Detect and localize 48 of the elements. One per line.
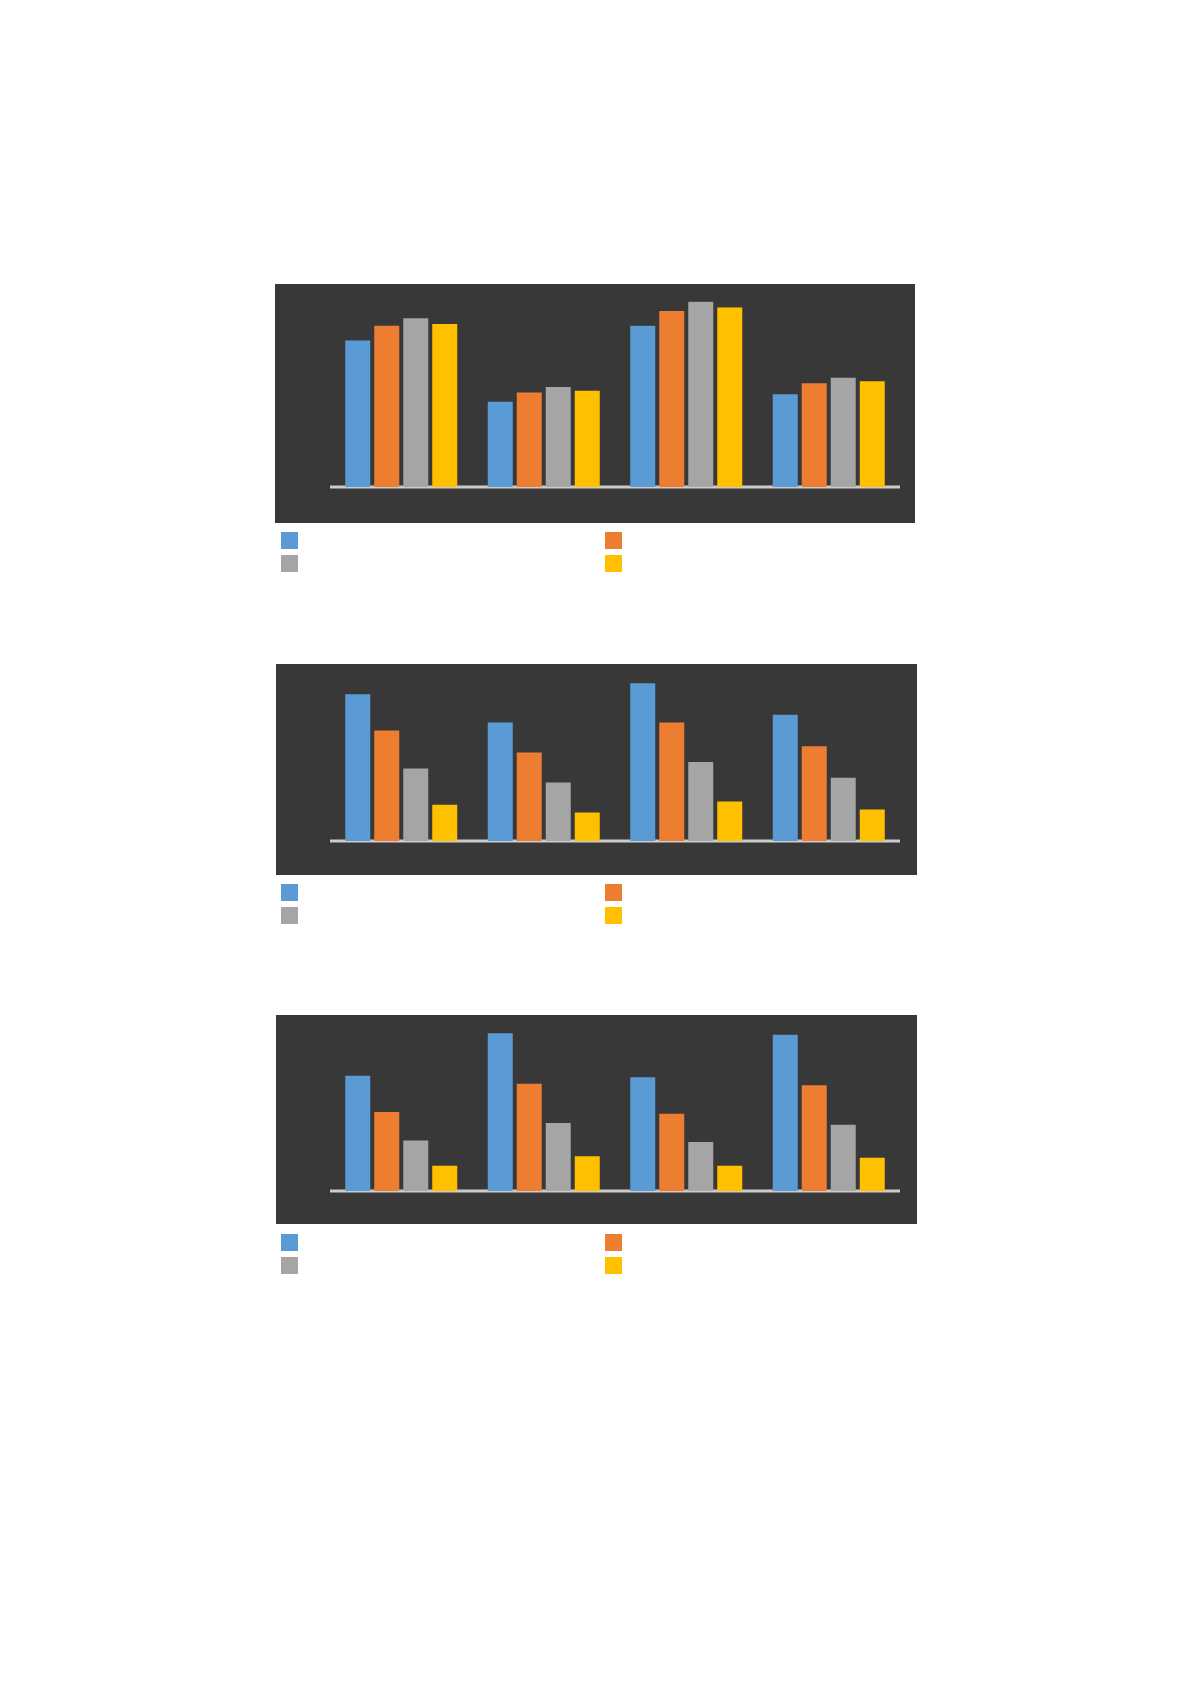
bar <box>574 1156 600 1191</box>
bar <box>830 1124 856 1191</box>
bar <box>487 722 513 841</box>
bar <box>859 381 885 487</box>
bar <box>630 325 656 487</box>
bar <box>487 1033 513 1191</box>
bar <box>545 782 571 841</box>
bar <box>432 323 458 487</box>
bar <box>516 752 542 841</box>
bar <box>801 383 827 487</box>
bar <box>403 318 429 487</box>
bar <box>717 1165 743 1191</box>
bar <box>630 1077 656 1191</box>
bar <box>574 390 600 487</box>
bar <box>374 1112 400 1191</box>
bar <box>432 1165 458 1191</box>
bar <box>830 777 856 841</box>
bar <box>659 722 685 841</box>
bar <box>801 1085 827 1191</box>
bar <box>717 307 743 487</box>
bar <box>345 1075 371 1191</box>
bar <box>374 730 400 841</box>
bar <box>830 377 856 487</box>
bar <box>345 340 371 487</box>
bar <box>516 1083 542 1191</box>
bar <box>374 325 400 487</box>
bar <box>487 401 513 487</box>
bar <box>859 809 885 841</box>
bar <box>717 801 743 841</box>
bar <box>574 812 600 841</box>
bar <box>403 768 429 841</box>
bar <box>772 1034 798 1191</box>
bar <box>345 694 371 841</box>
bar <box>630 683 656 841</box>
bar <box>772 714 798 841</box>
bar <box>688 1142 714 1191</box>
bar <box>688 301 714 487</box>
bar <box>801 746 827 841</box>
bar <box>659 310 685 487</box>
bar <box>545 1123 571 1191</box>
bar <box>432 804 458 841</box>
bar <box>688 762 714 841</box>
bar <box>545 386 571 487</box>
bar <box>659 1113 685 1191</box>
bar <box>403 1140 429 1191</box>
bar <box>516 392 542 487</box>
bar <box>772 394 798 487</box>
bar <box>859 1157 885 1191</box>
